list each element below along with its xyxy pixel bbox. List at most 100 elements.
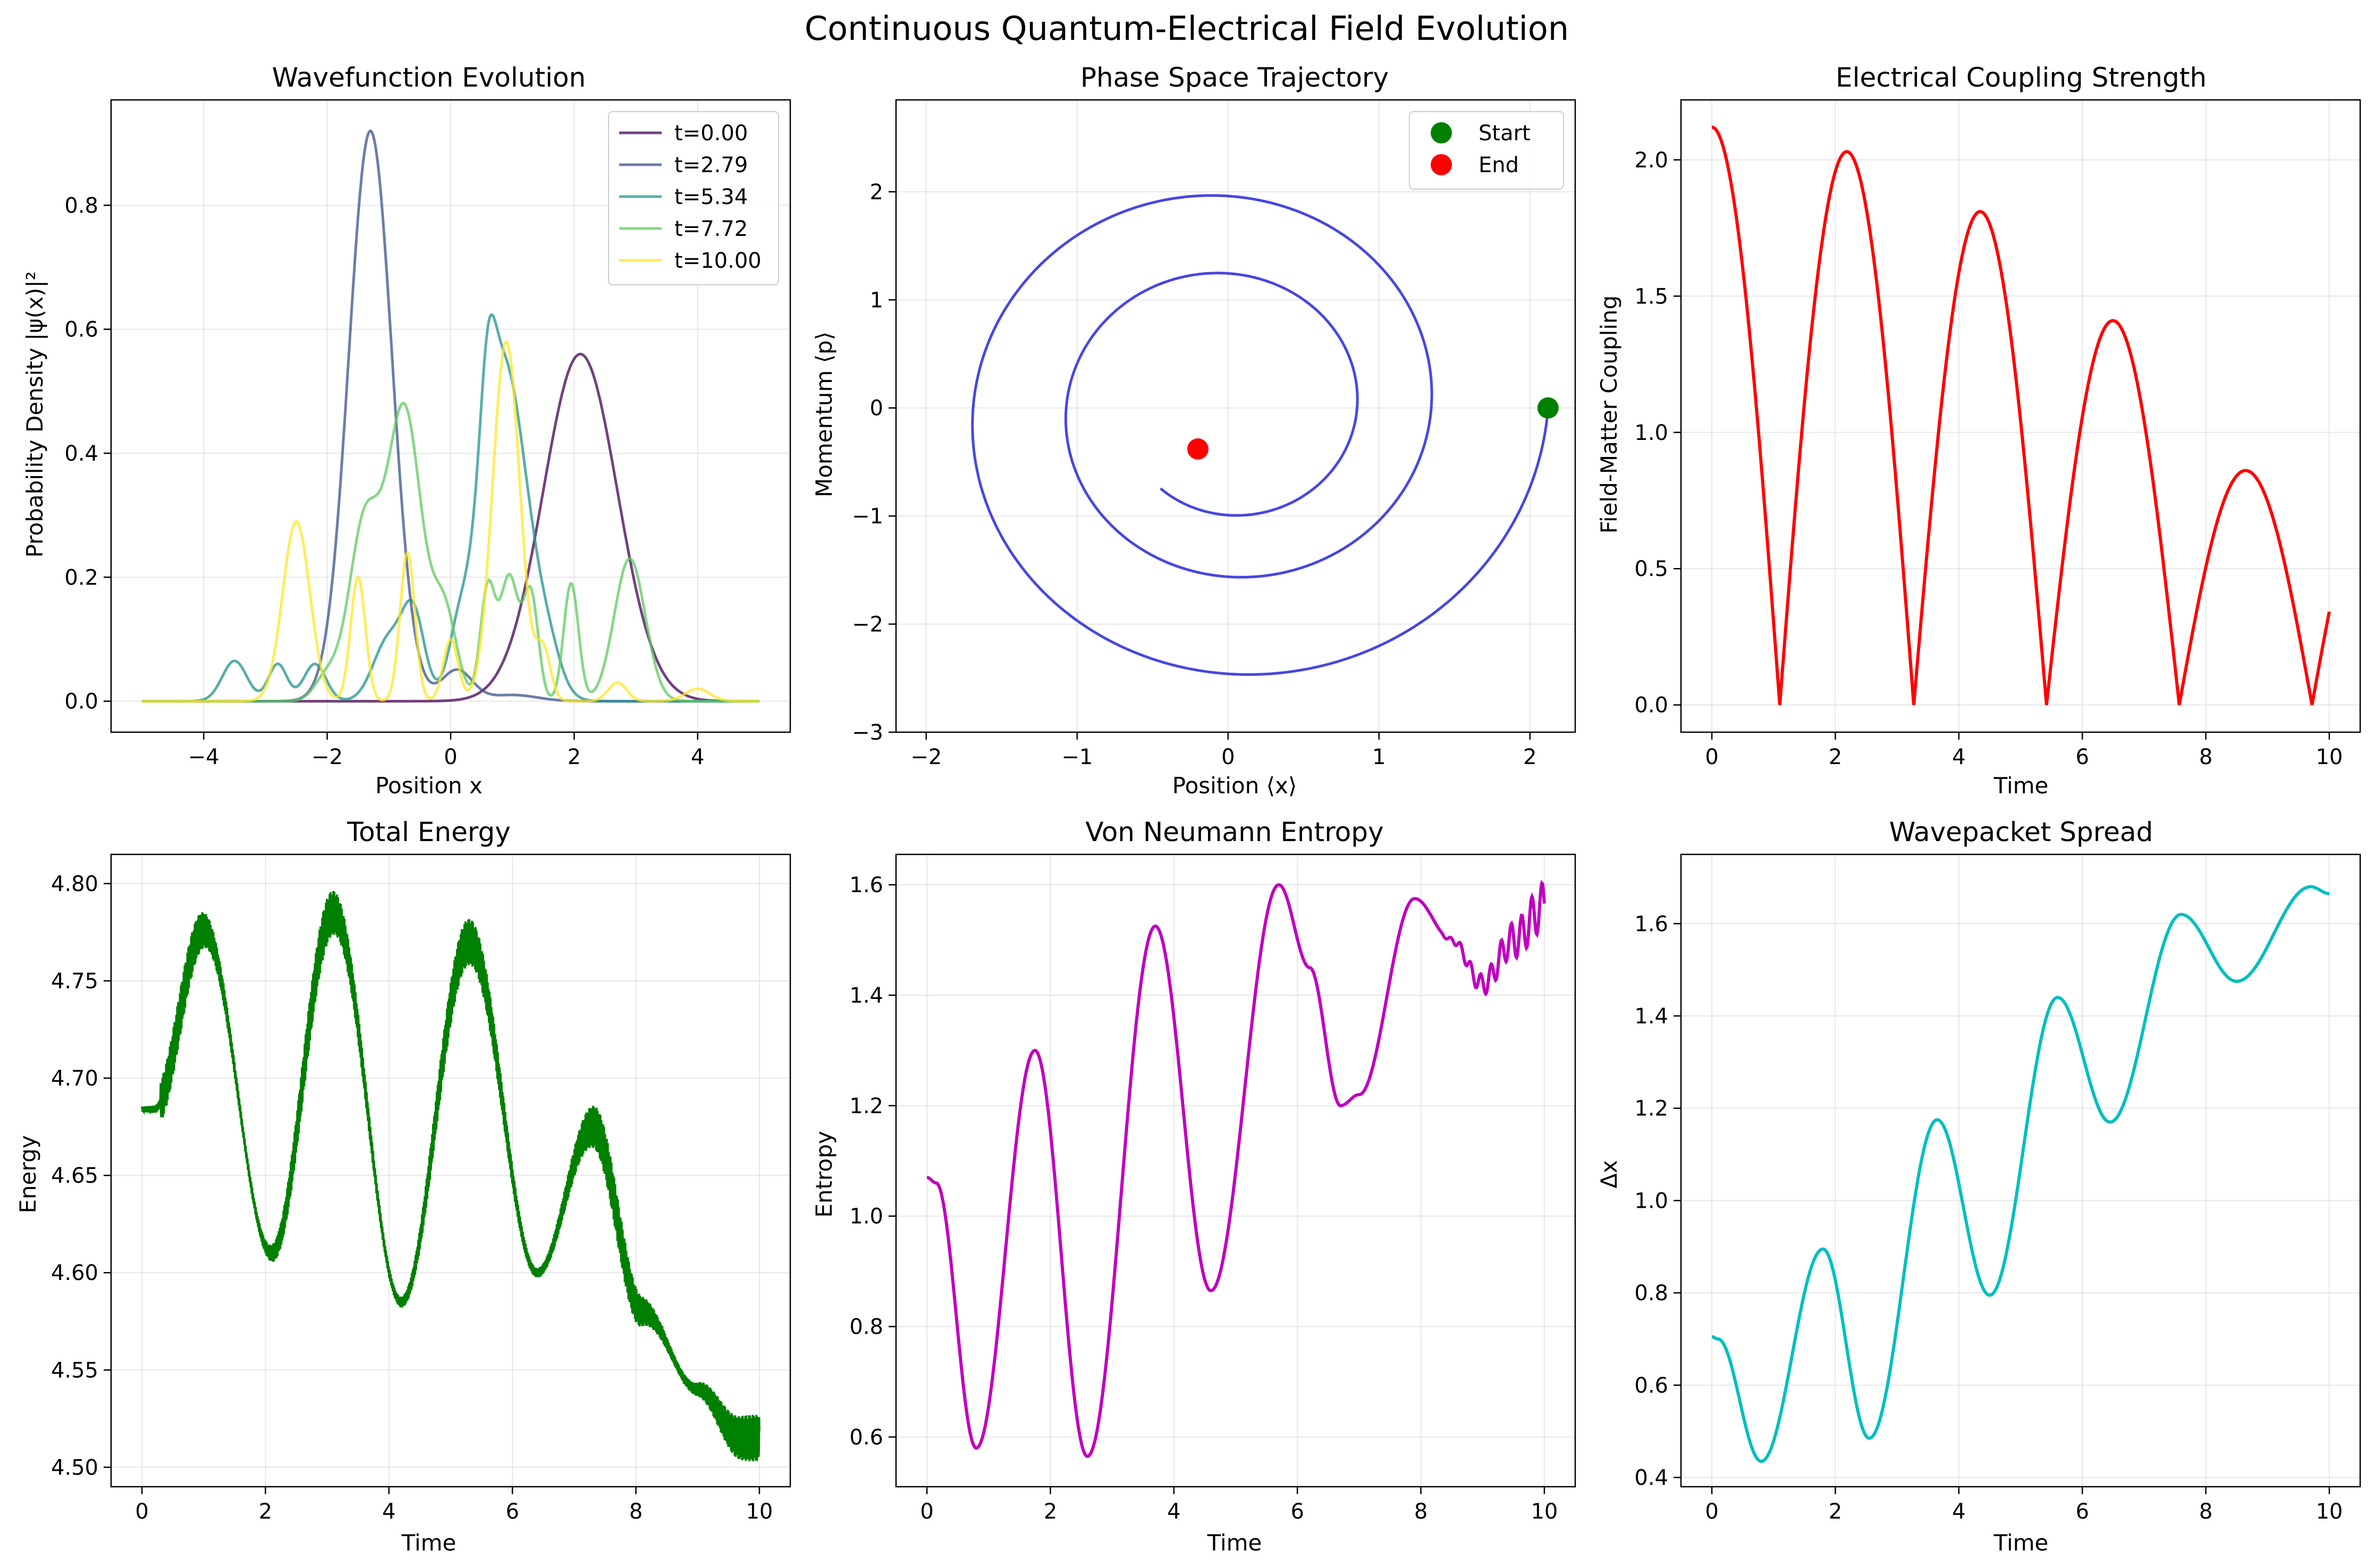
x-tick-label: 2 xyxy=(1044,1499,1057,1524)
legend-label: t=0.00 xyxy=(674,121,748,146)
x-tick-label: 10 xyxy=(746,1499,773,1524)
legend-label: t=10.00 xyxy=(674,249,762,273)
y-tick-label: 2.0 xyxy=(1634,148,1668,173)
y-tick-label: 0.0 xyxy=(1634,693,1668,718)
axes-frame xyxy=(1680,853,2361,1488)
y-tick-label: 0.5 xyxy=(1634,557,1668,581)
x-tick-label: 10 xyxy=(2316,1499,2343,1524)
y-tick-label: 1.6 xyxy=(849,873,883,897)
x-axis-label: Time xyxy=(1207,1530,1262,1556)
x-axis-label: Time xyxy=(401,1530,457,1556)
panel-von-neumann-entropy: Von Neumann Entropy Time Entropy 0 2 4 6 8 10… xyxy=(811,817,1576,1556)
y-tick-label: 4.70 xyxy=(51,1066,98,1091)
y-tick-label: −1 xyxy=(852,504,883,529)
y-tick-label: 0.6 xyxy=(64,318,98,342)
x-tick-label: 4 xyxy=(1167,1499,1180,1524)
grid xyxy=(896,854,1575,1487)
x-tick-label: 6 xyxy=(2075,745,2089,769)
x-tick-label: 6 xyxy=(1290,1499,1304,1524)
x-axis-label: Time xyxy=(1993,1530,2049,1556)
y-tick-label: 0.8 xyxy=(849,1315,883,1340)
x-tick-label: 0 xyxy=(920,1499,933,1524)
y-tick-label: 1.2 xyxy=(849,1094,883,1118)
y-axis-label: Momentum ⟨p⟩ xyxy=(811,332,837,497)
y-tick-label: 1.0 xyxy=(849,1205,883,1229)
panel-wavefunction-evolution: Wavefunction Evolution Position x Probab… xyxy=(22,62,791,799)
x-tick-label: −1 xyxy=(1061,745,1093,769)
x-tick-label: −2 xyxy=(311,745,343,769)
x-tick-label: 0 xyxy=(135,1499,148,1524)
y-tick-label: 1.0 xyxy=(1634,421,1668,445)
x-tick-label: −2 xyxy=(910,745,942,769)
x-tick-label: 2 xyxy=(568,745,581,769)
axes-frame xyxy=(110,99,791,733)
x-axis-label: Position x xyxy=(375,773,483,799)
y-tick-label: 1.6 xyxy=(1634,912,1668,936)
panel-title: Phase Space Trajectory xyxy=(1080,62,1389,93)
legend-label: Start xyxy=(1479,121,1531,146)
x-tick-label: 8 xyxy=(2199,745,2212,769)
y-tick-label: 1.2 xyxy=(1634,1097,1668,1121)
x-tick-label: 8 xyxy=(1414,1499,1427,1524)
x-tick-label: 10 xyxy=(2316,745,2343,769)
axes-frame xyxy=(895,853,1576,1488)
y-tick-label: 4.50 xyxy=(51,1455,98,1480)
marker-end xyxy=(1187,438,1209,460)
x-tick-label: 4 xyxy=(1952,745,1965,769)
x-tick-label: 1 xyxy=(1372,745,1385,769)
y-tick-label: 1 xyxy=(870,288,883,312)
plot-area xyxy=(1711,125,2331,706)
panel-wavepacket-spread: Wavepacket Spread Time Δx 0 2 4 6 8 10 0.4 0.6 0… xyxy=(1596,817,2361,1556)
x-tick-label: 2 xyxy=(259,1499,272,1524)
x-tick-label: 8 xyxy=(629,1499,643,1524)
y-tick-label: 1.5 xyxy=(1634,284,1668,309)
plot-area xyxy=(1711,885,2329,1463)
x-tick-label: 4 xyxy=(382,1499,395,1524)
y-tick-label: 4.75 xyxy=(51,969,98,994)
y-tick-label: 0.8 xyxy=(1634,1281,1668,1306)
y-tick-label: 4.55 xyxy=(51,1358,98,1383)
legend-box xyxy=(608,111,779,285)
axes-frame xyxy=(1680,99,2361,733)
plot-area xyxy=(142,129,759,703)
plot-area xyxy=(971,194,1559,676)
y-tick-label: 4.65 xyxy=(51,1164,98,1188)
panel-phase-space-trajectory: Phase Space Trajectory Position ⟨x⟩ Mome… xyxy=(811,62,1576,799)
y-tick-label: 4.60 xyxy=(51,1261,98,1285)
y-tick-label: 1.4 xyxy=(1634,1004,1668,1029)
axes-frame xyxy=(110,853,791,1488)
coupling-line xyxy=(1711,125,2331,706)
y-tick-label: 0.0 xyxy=(64,690,98,714)
panel-total-energy: Total Energy Time Energy 0 2 4 6 8 10 4.50 4.55… xyxy=(15,817,791,1556)
y-axis-label: Δx xyxy=(1596,1160,1622,1189)
x-tick-label: 0 xyxy=(1705,745,1718,769)
y-tick-label: 4.80 xyxy=(51,872,98,896)
y-tick-label: 1.4 xyxy=(849,984,883,1008)
x-axis-label: Time xyxy=(1993,773,2049,799)
y-axis-label: Field-Matter Coupling xyxy=(1596,295,1622,533)
y-tick-label: 0.4 xyxy=(64,442,98,466)
trajectory-line xyxy=(971,194,1550,676)
energy-line xyxy=(141,891,761,1462)
legend-label: t=7.72 xyxy=(674,217,748,241)
y-axis-label: Energy xyxy=(15,1135,41,1213)
x-tick-label: 2 xyxy=(1829,745,1842,769)
y-tick-label: 0.6 xyxy=(1634,1374,1668,1398)
panel-title: Wavefunction Evolution xyxy=(272,62,586,93)
panel-title: Von Neumann Entropy xyxy=(1085,817,1383,847)
series-line xyxy=(142,340,759,703)
plot-area xyxy=(141,891,761,1462)
y-axis-label: Probability Density |ψ(x)|² xyxy=(22,272,48,558)
x-tick-label: 6 xyxy=(505,1499,519,1524)
x-tick-label: 0 xyxy=(444,745,457,769)
legend-marker xyxy=(1431,154,1452,175)
x-tick-label: −4 xyxy=(188,745,219,769)
y-tick-label: −2 xyxy=(852,613,883,637)
x-tick-label: 0 xyxy=(1221,745,1235,769)
panel-title: Wavepacket Spread xyxy=(1889,817,2153,847)
x-tick-label: 2 xyxy=(1523,745,1536,769)
grid xyxy=(111,854,790,1487)
legend-label: t=2.79 xyxy=(674,153,748,177)
y-axis-label: Entropy xyxy=(811,1131,837,1217)
